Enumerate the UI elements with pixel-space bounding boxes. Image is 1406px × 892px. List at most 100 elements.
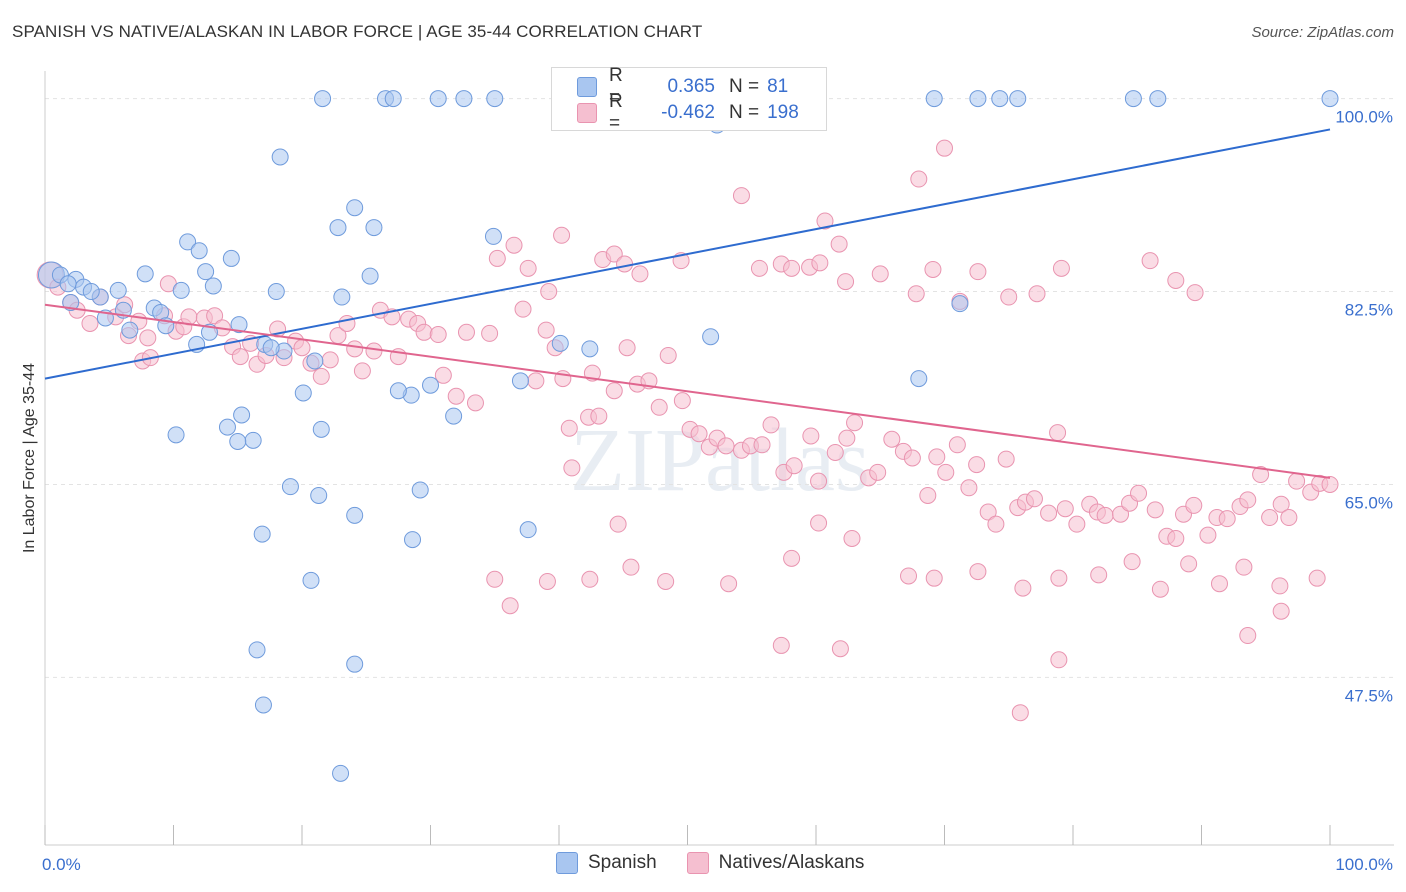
natives-point	[871, 265, 889, 283]
natives-point	[293, 339, 311, 357]
natives-point	[581, 570, 599, 588]
spanish-point	[346, 506, 364, 524]
natives-point	[1011, 704, 1029, 722]
grid	[45, 98, 1394, 678]
correlation-legend: R = 0.365 N = 81 R = -0.462 N = 198	[551, 65, 827, 134]
natives-point	[457, 323, 475, 341]
spanish-point	[925, 90, 943, 108]
natives-point	[1280, 509, 1298, 527]
natives-point	[139, 329, 157, 347]
spanish-point	[329, 219, 347, 237]
natives-point	[869, 463, 887, 481]
natives-point	[831, 640, 849, 658]
natives-point	[590, 407, 608, 425]
natives-n-value: 198	[767, 102, 799, 123]
spanish-point	[445, 407, 463, 425]
y-tick-label: 47.5%	[1345, 686, 1393, 705]
spanish-point	[455, 90, 473, 108]
natives-point	[753, 436, 771, 454]
natives-point	[673, 392, 691, 410]
spanish-point	[204, 277, 222, 295]
spanish-point	[910, 370, 928, 388]
natives-point	[1151, 580, 1169, 598]
spanish-point	[411, 481, 429, 499]
natives-swatch	[577, 103, 597, 123]
natives-point	[560, 419, 578, 437]
spanish-point	[62, 294, 80, 312]
spanish-point	[254, 696, 272, 714]
series-legend: Spanish Natives/Alaskans	[556, 852, 894, 874]
spanish-point	[229, 432, 247, 450]
y-tick-label: 82.5%	[1345, 301, 1393, 320]
natives-point	[1090, 566, 1108, 584]
spanish-point	[82, 283, 100, 301]
natives-point	[1130, 484, 1148, 502]
natives-point	[1096, 506, 1114, 524]
natives-point	[979, 503, 997, 521]
natives-point	[925, 569, 943, 587]
spanish-point	[581, 340, 599, 358]
spanish-n-label: N =	[729, 76, 760, 97]
natives-point	[969, 263, 987, 281]
natives-point	[1056, 500, 1074, 518]
natives-point	[1272, 602, 1290, 620]
natives-point	[312, 367, 330, 385]
natives-point	[1239, 627, 1257, 645]
natives-point	[772, 636, 790, 654]
natives-point	[1308, 569, 1326, 587]
natives-point	[1252, 466, 1270, 484]
spanish-point	[1321, 90, 1339, 108]
natives-legend-swatch	[686, 852, 709, 874]
natives-point	[81, 314, 99, 332]
spanish-point	[310, 486, 328, 504]
spanish-point	[190, 242, 208, 260]
spanish-point	[1149, 90, 1167, 108]
spanish-point	[306, 352, 324, 370]
natives-point	[903, 449, 921, 467]
natives-point	[816, 212, 834, 230]
natives-point	[616, 255, 634, 273]
spanish-point	[551, 334, 569, 352]
natives-point	[338, 314, 356, 332]
natives-point	[519, 259, 537, 277]
natives-point	[514, 300, 532, 318]
natives-point	[563, 459, 581, 477]
spanish-point	[59, 275, 77, 293]
x-tick-label: 100.0%	[1335, 855, 1393, 874]
natives-trend-line	[44, 303, 1331, 479]
natives-point	[481, 324, 499, 342]
natives-point	[657, 572, 675, 590]
natives-point	[659, 346, 677, 364]
natives-point	[919, 486, 937, 504]
natives-point	[826, 443, 844, 461]
natives-point	[1028, 285, 1046, 303]
legend-item-natives: Natives/Alaskans	[686, 852, 864, 874]
spanish-point	[332, 764, 350, 782]
natives-point	[732, 187, 750, 205]
spanish-point	[222, 249, 240, 267]
natives-point	[837, 273, 855, 291]
legend-row-spanish: R = 0.365 N = 81	[577, 65, 788, 108]
spanish-point	[429, 90, 447, 108]
spanish-point	[172, 281, 190, 299]
natives-point	[1050, 651, 1068, 669]
axes: In Labor Force | Age 35-44	[21, 71, 1394, 846]
natives-point	[1167, 271, 1185, 289]
natives-point	[1218, 510, 1236, 528]
natives-point	[969, 563, 987, 581]
spanish-point	[179, 233, 197, 251]
natives-point	[802, 427, 820, 445]
y-tick-label: 65.0%	[1345, 493, 1393, 512]
spanish-point	[197, 263, 215, 281]
natives-point	[948, 436, 966, 454]
natives-point	[1186, 284, 1204, 302]
natives-point	[1068, 515, 1086, 533]
spanish-point	[1009, 90, 1027, 108]
spanish-point	[404, 531, 422, 549]
natives-r-value: -0.462	[661, 102, 715, 123]
spanish-point	[1124, 90, 1142, 108]
spanish-point	[167, 426, 185, 444]
spanish-point	[312, 420, 330, 438]
natives-point	[618, 339, 636, 357]
